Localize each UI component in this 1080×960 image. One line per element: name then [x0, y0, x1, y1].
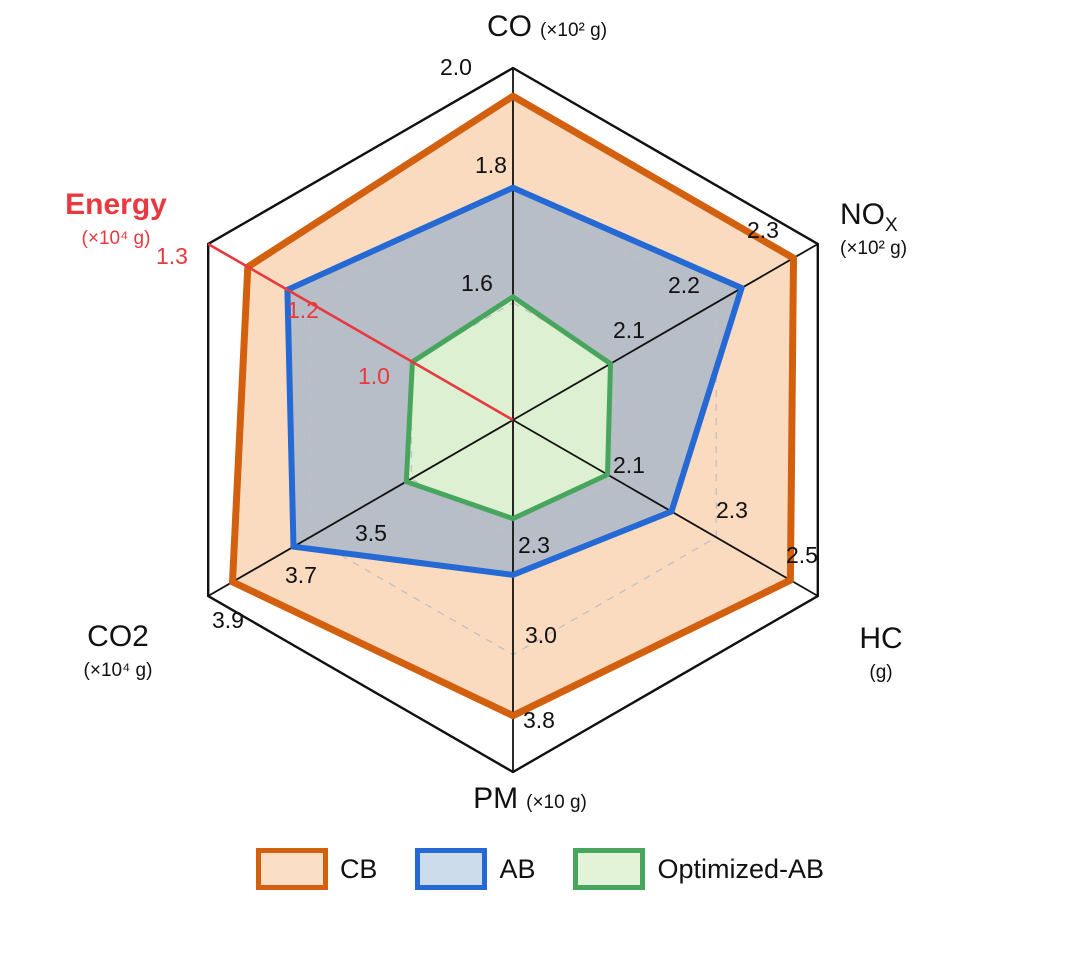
legend-item-optimized-ab: Optimized-AB: [573, 848, 824, 890]
legend: CB AB Optimized-AB: [0, 848, 1080, 890]
tick-label-PM-3.8: 3.8: [523, 707, 555, 733]
legend-item-cb: CB: [255, 848, 378, 890]
axis-label-energy: Energy: [65, 188, 167, 221]
tick-label-NO-2.1: 2.1: [613, 317, 645, 343]
tick-label-PM-3.0: 3.0: [525, 622, 557, 648]
axis-unit-pm: (×10 g): [526, 792, 587, 813]
axis-title-co: CO (×10² g): [397, 10, 697, 49]
energy-axis-line: [207, 242, 514, 422]
tick-label-NO-2.2: 2.2: [668, 272, 700, 298]
axis-label-pm: PM: [473, 782, 519, 815]
tick-label-HC-2.1: 2.1: [613, 452, 645, 478]
axis-unit-co2: (×10⁴ g): [83, 659, 153, 681]
axis-label-nox: NOX: [840, 198, 898, 236]
axis-title-pm: PM (×10 g): [380, 782, 680, 821]
tick-label-CO-1.8: 1.8: [475, 152, 507, 178]
tick-label-CO-1.6: 1.6: [461, 270, 493, 296]
axis-title-nox: NOX (×10² g): [840, 198, 907, 260]
axis-label-co2: CO2: [87, 620, 149, 653]
tick-label-PM-2.3: 2.3: [518, 532, 550, 558]
axis-title-energy: Energy (×10⁴ g): [36, 188, 196, 250]
tick-label-CO2-3.7: 3.7: [285, 562, 317, 588]
legend-item-ab: AB: [415, 848, 535, 890]
tick-label-Energy-1.2: 1.2: [287, 297, 319, 323]
legend-label-cb: CB: [339, 853, 378, 884]
legend-label-optimized-ab: Optimized-AB: [657, 853, 825, 884]
legend-swatch-ab: [415, 848, 488, 890]
axis-unit-energy: (×10⁴ g): [81, 227, 151, 249]
axis-unit-nox: (×10² g): [840, 237, 908, 259]
tick-label-Energy-1.3: 1.3: [156, 243, 188, 269]
tick-label-CO-2.0: 2.0: [440, 54, 472, 80]
axis-label-co: CO: [486, 10, 532, 43]
axis-title-co2: CO2 (×10⁴ g): [53, 620, 183, 682]
tick-label-Energy-1.0: 1.0: [358, 363, 390, 389]
tick-label-HC-2.3: 2.3: [716, 497, 748, 523]
axis-unit-hc: (g): [869, 661, 893, 683]
legend-swatch-optimized-ab: [573, 848, 646, 890]
axis-title-hc: HC (g): [836, 622, 926, 684]
legend-label-ab: AB: [499, 853, 536, 884]
tick-label-CO2-3.5: 3.5: [355, 520, 387, 546]
axis-unit-co: (×10² g): [539, 20, 608, 41]
legend-swatch-cb: [255, 848, 328, 890]
tick-label-CO2-3.9: 3.9: [212, 607, 244, 633]
tick-label-NO-2.3: 2.3: [747, 217, 779, 243]
series-fill-Optimized-AB: [406, 296, 611, 519]
tick-label-HC-2.5: 2.5: [786, 542, 818, 568]
axis-label-hc: HC: [859, 622, 903, 655]
